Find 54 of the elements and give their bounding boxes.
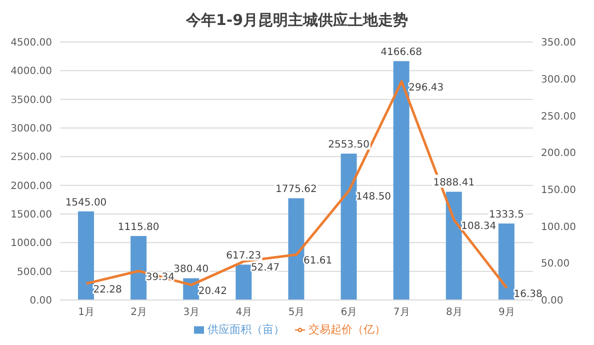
data-label: 1115.80 [118, 222, 160, 234]
data-label: 1775.62 [276, 184, 317, 196]
y2-tick-label: 250.00 [541, 111, 576, 122]
y-tick-label: 2000.00 [10, 180, 52, 192]
x-tick-label: 5月 [288, 307, 305, 318]
data-label: 148.50 [356, 192, 392, 203]
y-tick-label: 2500.00 [10, 152, 52, 164]
y-tick-label: 500.00 [17, 266, 52, 278]
chart-title: 今年1-9月昆明主城供应土地走势 [184, 10, 410, 31]
legend-label: 交易起价（亿） [308, 323, 386, 336]
bar [130, 236, 147, 300]
bar [78, 211, 94, 300]
y2-tick-label: 50.00 [541, 258, 570, 270]
data-label: 2553.50 [328, 140, 370, 151]
data-label: 20.42 [198, 286, 228, 297]
data-label: 1888.41 [433, 178, 475, 189]
data-label: 22.28 [93, 284, 122, 296]
bar [236, 264, 252, 300]
y2-tick-label: 0.00 [541, 296, 564, 307]
x-tick-label: 7月 [393, 307, 410, 318]
data-label: 61.61 [304, 256, 332, 267]
data-label: 4166.68 [380, 47, 422, 58]
data-label: 1545.00 [65, 197, 107, 208]
y2-tick-label: 150.00 [541, 184, 576, 196]
y-tick-label: 0.00 [30, 296, 52, 307]
bar [446, 192, 462, 300]
x-tick-label: 9月 [498, 307, 515, 318]
x-tick-label: 1月 [78, 307, 94, 318]
bar [288, 198, 304, 300]
data-label: 16.38 [514, 288, 542, 300]
y-tick-label: 1500.00 [10, 210, 52, 221]
y-tick-label: 4000.00 [10, 66, 52, 78]
y-tick-label: 1000.00 [10, 238, 52, 250]
data-label: 52.47 [250, 262, 280, 274]
y2-tick-label: 100.00 [541, 222, 576, 233]
data-label: 617.23 [226, 250, 262, 262]
y-tick-label: 3500.00 [10, 94, 52, 106]
x-tick-label: 6月 [340, 307, 358, 318]
y-tick-label: 4500.00 [10, 38, 52, 49]
y2-tick-label: 300.00 [541, 74, 576, 86]
bar [498, 224, 514, 300]
bar [393, 61, 410, 300]
x-tick-label: 3月 [183, 307, 200, 318]
data-label: 1333.5 [488, 210, 524, 221]
y2-tick-label: 350.00 [541, 38, 576, 49]
x-tick-label: 2月 [130, 307, 148, 318]
y-tick-label: 3000.00 [10, 124, 52, 135]
legend-label: 供应面积（亩） [208, 323, 284, 336]
data-label: 380.40 [174, 264, 209, 276]
x-tick-label: 4月 [236, 307, 252, 318]
data-label: 108.34 [461, 221, 496, 232]
bar [340, 154, 357, 300]
x-tick-label: 8月 [446, 307, 462, 318]
y2-tick-label: 200.00 [541, 148, 576, 160]
